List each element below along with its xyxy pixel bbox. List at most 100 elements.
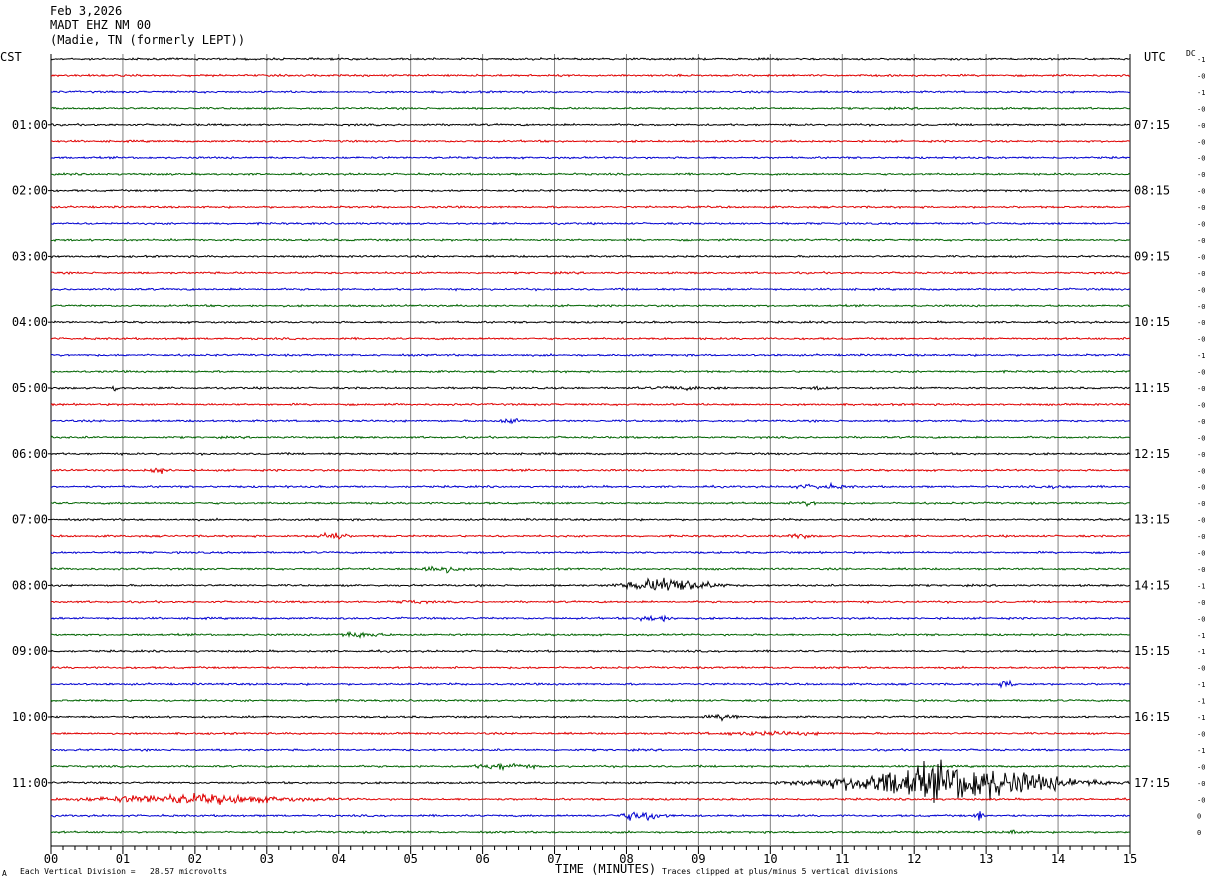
dc-offset-label: -1 (1197, 747, 1205, 755)
seismogram-trace (50, 139, 1131, 144)
dc-offset-label: -1 (1197, 352, 1205, 360)
dc-offset-label: -1 (1197, 714, 1205, 722)
dc-offset-label: -0 (1197, 401, 1205, 409)
x-tick-label: 05 (403, 852, 417, 866)
scale-note: Each Vertical Division = 28.57 microvolt… (20, 867, 228, 876)
right-hour-label: 14:15 (1134, 578, 1170, 592)
x-tick-label: 07 (547, 852, 561, 866)
left-hour-label: 06:00 (12, 447, 48, 461)
left-hour-label: 11:00 (12, 776, 48, 790)
seismogram-trace (50, 747, 1131, 753)
dc-offset-label: -1 (1197, 648, 1205, 656)
seismogram-trace (50, 481, 1131, 490)
seismogram-trace (50, 451, 1131, 457)
seismogram-trace (51, 320, 1131, 325)
dc-offset-label: -0 (1197, 665, 1205, 673)
seismogram-trace (50, 385, 1131, 392)
dc-offset-label: -0 (1197, 270, 1205, 278)
left-hour-label: 10:00 (12, 710, 48, 724)
right-hour-label: 07:15 (1134, 118, 1170, 132)
x-tick-label: 06 (475, 852, 489, 866)
left-hour-label: 08:00 (12, 578, 48, 592)
seismogram-trace (50, 270, 1131, 275)
seismogram-trace (50, 467, 1131, 474)
dc-offset-label: 0 (1197, 829, 1201, 837)
right-hour-label: 13:15 (1134, 513, 1170, 527)
seismogram-trace (50, 599, 1131, 605)
x-tick-label: 10 (763, 852, 777, 866)
x-tick-label: 02 (188, 852, 202, 866)
x-axis-label: TIME (MINUTES) (555, 862, 657, 876)
left-hour-label: 02:00 (12, 184, 48, 198)
seismogram-trace (50, 811, 1131, 822)
seismogram-trace (50, 417, 1131, 425)
dc-offset-label: -0 (1197, 467, 1205, 475)
right-hour-label: 09:15 (1134, 249, 1170, 263)
x-tick-label: 13 (979, 852, 993, 866)
seismogram-trace (50, 435, 1131, 440)
dc-offset-label: -0 (1197, 303, 1205, 311)
dc-offset-label: -0 (1197, 796, 1205, 804)
dc-offset-label: -0 (1197, 369, 1205, 377)
seismogram-trace (50, 531, 1131, 541)
x-tick-label: 00 (44, 852, 58, 866)
dc-offset-label: -0 (1197, 138, 1205, 146)
seismogram-trace (50, 254, 1131, 259)
station-label: MADT EHZ NM 00 (50, 18, 152, 32)
left-timezone-label: CST (0, 50, 22, 64)
seismogram-trace (50, 517, 1131, 522)
seismogram-trace (50, 336, 1131, 341)
dc-offset-label: -1 (1197, 582, 1205, 590)
dc-offset-label: -1 (1197, 89, 1205, 97)
seismogram-trace (50, 759, 1131, 803)
x-tick-label: 15 (1123, 852, 1137, 866)
seismogram-trace (50, 369, 1131, 374)
dc-offset-label: -0 (1197, 188, 1205, 196)
date-label: Feb 3,2026 (50, 4, 123, 18)
seismogram-trace (50, 829, 1131, 835)
seismogram-trace (50, 550, 1131, 555)
dc-offset-label: -1 (1197, 632, 1205, 640)
seismogram-trace (50, 500, 1131, 508)
left-hour-label: 03:00 (12, 249, 48, 263)
dc-offset-label: -1 (1197, 681, 1205, 689)
x-tick-label: 03 (260, 852, 274, 866)
seismogram-trace (50, 221, 1131, 226)
seismogram-trace (50, 577, 1131, 591)
right-hour-label: 12:15 (1134, 447, 1170, 461)
seismogram-trace (50, 713, 1131, 722)
seismogram-trace (50, 106, 1131, 111)
seismogram-trace (50, 90, 1131, 94)
seismogram-trace (50, 205, 1131, 210)
left-hour-label: 04:00 (12, 315, 48, 329)
dc-offset-label: -0 (1197, 385, 1205, 393)
dc-offset-label: -0 (1197, 253, 1205, 261)
seismogram-trace (50, 730, 1131, 737)
dc-offset-label: -0 (1197, 204, 1205, 212)
x-tick-label: 14 (1051, 852, 1065, 866)
dc-offset-label: -0 (1197, 533, 1205, 541)
dc-offset-label: -0 (1197, 336, 1205, 344)
left-hour-label: 07:00 (12, 513, 48, 527)
dc-offset-label: -0 (1197, 484, 1205, 492)
left-hour-label: 01:00 (12, 118, 48, 132)
left-hour-label: 09:00 (12, 644, 48, 658)
dc-offset-label: 0 (1197, 813, 1201, 821)
seismogram-trace (50, 56, 1131, 62)
dc-offset-label: -0 (1197, 319, 1205, 327)
right-hour-label: 17:15 (1134, 776, 1170, 790)
dc-offset-label: -0 (1197, 500, 1205, 508)
dc-offset-label: -0 (1197, 763, 1205, 771)
x-tick-label: 09 (691, 852, 705, 866)
seismogram-trace (50, 649, 1131, 654)
dc-offset-label: -0 (1197, 418, 1205, 426)
dc-offset-label: -0 (1197, 122, 1205, 130)
left-hour-label: 05:00 (12, 381, 48, 395)
dc-offset-label: -0 (1197, 155, 1205, 163)
seismogram-trace (50, 698, 1131, 703)
x-tick-label: 08 (619, 852, 633, 866)
dc-offset-label: -1 (1197, 698, 1205, 706)
seismogram-trace (50, 665, 1131, 670)
seismogram-trace (50, 122, 1131, 128)
